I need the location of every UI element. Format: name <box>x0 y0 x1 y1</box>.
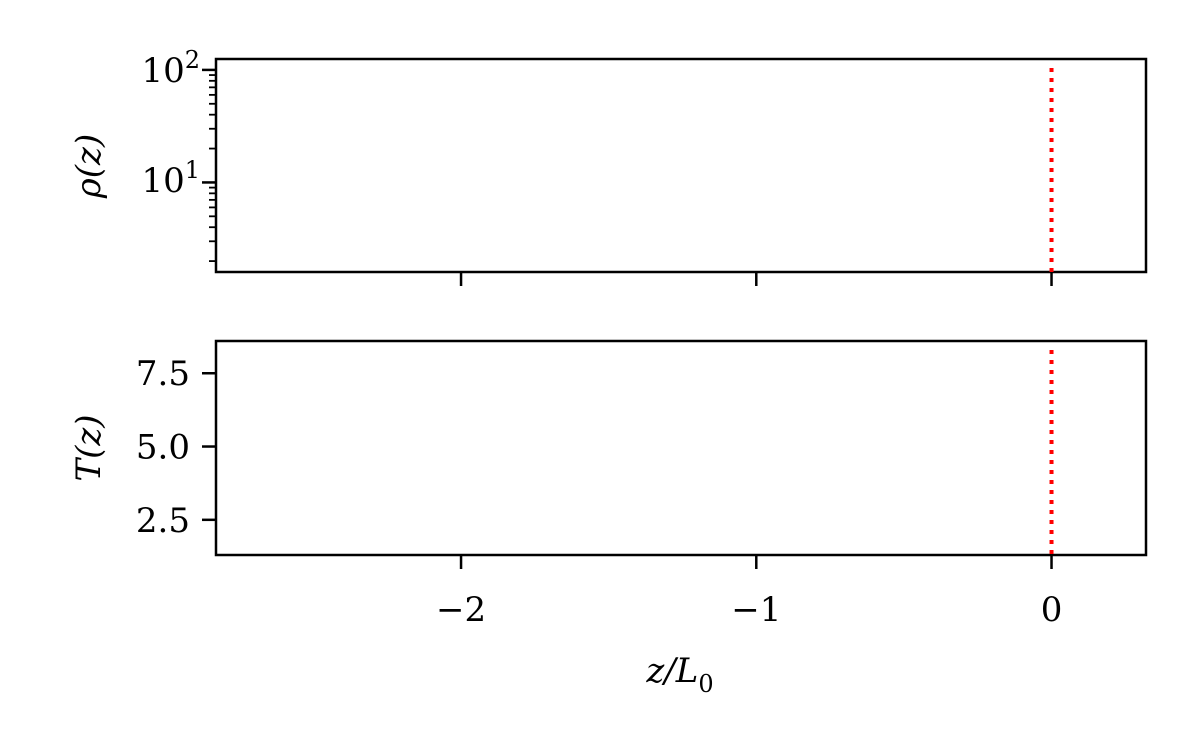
density-ytick-label-10: 101 <box>141 156 200 201</box>
density-plot-frame <box>214 57 1148 274</box>
temperature-ylabel: T(z) <box>69 414 109 481</box>
z-xtick-label: −2 <box>436 590 486 630</box>
temperature-panel: 2.5 5.0 7.5 −2 −1 0 T(z) z/L0 <box>69 339 1148 698</box>
density-axis-ticks <box>202 68 1053 286</box>
temperature-ytick-label: 2.5 <box>136 501 190 541</box>
temperature-ytick-label: 7.5 <box>136 354 190 394</box>
z-xtick-labels: −2 −1 0 <box>436 590 1062 630</box>
x-axis-label: z/L0 <box>645 651 713 698</box>
z-xtick-label: 0 <box>1041 590 1063 630</box>
temperature-axis-ticks <box>202 371 1053 569</box>
temperature-plot-frame <box>214 339 1148 557</box>
density-ylabel: ρ(z) <box>69 134 109 199</box>
density-ytick-label-100: 102 <box>141 46 200 91</box>
density-panel: 101 102 ρ(z) <box>69 46 1148 286</box>
temperature-ytick-label: 5.0 <box>136 428 190 468</box>
z-xtick-label: −1 <box>731 590 781 630</box>
temperature-ytick-labels: 2.5 5.0 7.5 <box>136 354 190 541</box>
